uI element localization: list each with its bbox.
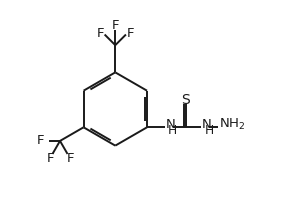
Text: NH$_2$: NH$_2$ (219, 117, 245, 132)
Text: H: H (205, 124, 214, 137)
Text: H: H (168, 124, 177, 137)
Text: F: F (126, 27, 134, 40)
Text: F: F (66, 152, 74, 165)
Text: F: F (97, 27, 104, 40)
Text: N: N (202, 118, 212, 131)
Text: F: F (47, 152, 54, 165)
Text: F: F (111, 19, 119, 32)
Text: S: S (181, 93, 190, 107)
Text: F: F (37, 134, 44, 147)
Text: N: N (166, 118, 176, 131)
